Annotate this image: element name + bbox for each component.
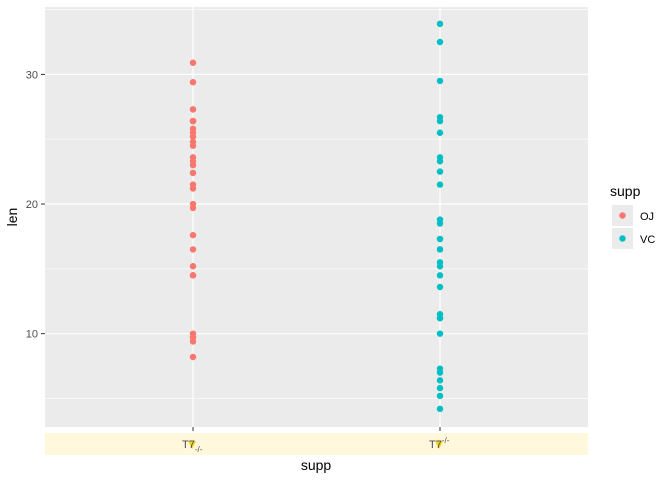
y-axis-title: len	[4, 208, 20, 227]
data-point-oj	[189, 106, 197, 113]
legend: supp OJ VC	[610, 183, 655, 249]
legend-key-vc	[619, 235, 626, 242]
data-point-oj	[189, 117, 197, 125]
x-tick-label: T7-/-	[429, 436, 450, 451]
plot-panel	[45, 7, 588, 427]
data-point-oj	[189, 200, 197, 208]
data-point-vc	[436, 377, 444, 384]
legend-label-oj: OJ	[640, 211, 654, 223]
data-point-vc	[436, 330, 444, 337]
legend-title: supp	[610, 183, 641, 199]
data-point-vc	[436, 181, 444, 188]
data-point-oj	[189, 185, 197, 192]
y-axis: 10 20 30	[26, 69, 45, 341]
data-point-oj	[189, 129, 197, 136]
data-point-oj	[189, 169, 197, 177]
data-point-vc	[436, 113, 444, 121]
data-point-oj	[189, 154, 197, 161]
x-axis: T7-/- T7-/-	[182, 427, 450, 454]
data-point-oj	[189, 353, 197, 361]
x-tick-label: T7-/-	[182, 439, 203, 454]
data-point-vc	[436, 259, 444, 266]
data-point-oj	[189, 263, 197, 270]
data-point-oj	[189, 334, 197, 341]
y-tick-label: 30	[26, 69, 38, 81]
x-axis-highlight-band	[45, 433, 588, 455]
data-point-oj	[189, 78, 197, 86]
data-points	[189, 20, 444, 413]
data-point-vc	[436, 20, 444, 28]
data-point-vc	[436, 220, 444, 227]
data-point-vc	[436, 272, 444, 279]
data-point-vc	[436, 405, 444, 413]
legend-keys: OJ VC	[612, 205, 655, 249]
data-point-oj	[189, 59, 197, 66]
y-tick-label: 10	[26, 329, 38, 341]
data-point-oj	[189, 246, 197, 253]
x-tick-highlight-marker	[435, 441, 443, 449]
data-point-oj	[189, 161, 197, 169]
data-point-vc	[436, 384, 444, 392]
data-point-vc	[436, 246, 444, 253]
data-point-vc	[436, 38, 444, 46]
data-point-oj	[189, 138, 197, 146]
data-point-vc	[436, 129, 444, 136]
x-tick-highlight-marker	[188, 441, 196, 449]
data-point-vc	[436, 369, 444, 376]
data-point-oj	[189, 231, 197, 239]
data-point-vc	[436, 283, 444, 291]
grid-minor	[45, 9, 588, 399]
data-point-oj	[189, 272, 197, 279]
legend-key-oj	[619, 212, 626, 219]
data-point-vc	[436, 314, 444, 322]
data-point-vc	[436, 392, 444, 400]
y-tick-label: 20	[26, 199, 38, 211]
data-point-vc	[436, 77, 444, 85]
x-axis-title: supp	[301, 457, 332, 473]
data-point-vc	[436, 158, 444, 165]
data-point-vc	[436, 168, 444, 175]
legend-label-vc: VC	[640, 234, 655, 246]
data-point-vc	[436, 235, 444, 243]
